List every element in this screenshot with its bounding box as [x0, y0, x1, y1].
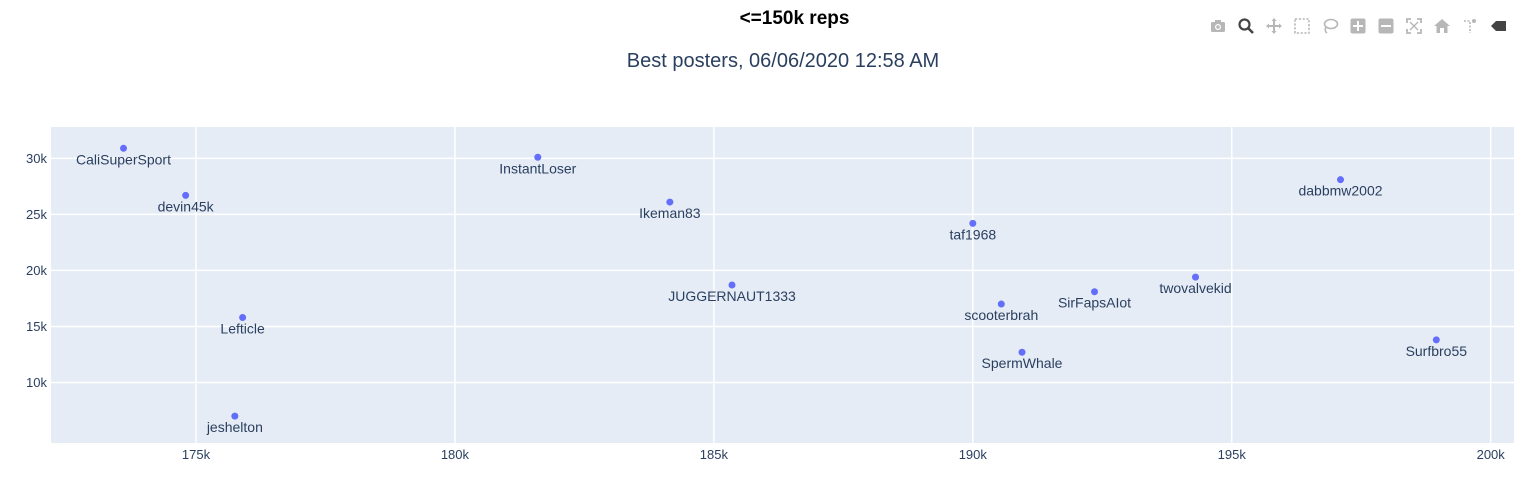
- chart-title: Best posters, 06/06/2020 12:58 AM: [627, 50, 939, 72]
- pan-button[interactable]: [1262, 14, 1286, 38]
- point-label: SpermWhale: [982, 355, 1063, 371]
- data-point: [1337, 176, 1345, 184]
- point-label: scooterbrah: [964, 307, 1038, 323]
- data-point: [239, 313, 247, 321]
- autoscale-icon: [1406, 18, 1422, 34]
- camera-icon: [1211, 20, 1225, 32]
- data-point: [1091, 288, 1099, 296]
- x-tick-label: 190k: [959, 447, 988, 462]
- lasso-select-button[interactable]: [1318, 14, 1342, 38]
- x-tick-label: 175k: [182, 447, 211, 462]
- point-label: SirFapsAIot: [1058, 295, 1131, 311]
- spike-lines-icon: [1464, 19, 1476, 33]
- point-label: CaliSuperSport: [76, 151, 171, 167]
- point-label: jeshelton: [206, 419, 263, 435]
- chart-heading: <=150k reps: [739, 8, 850, 29]
- point-label: taf1968: [949, 226, 996, 242]
- data-point: [534, 153, 542, 161]
- chart-modebar: [1206, 14, 1514, 38]
- reset-axes-button[interactable]: [1430, 14, 1454, 38]
- zoom-in-button[interactable]: [1346, 14, 1370, 38]
- y-tick-label: 25k: [26, 207, 47, 222]
- point-label: twovalvekid: [1159, 280, 1231, 296]
- data-point: [728, 281, 736, 289]
- point-label: InstantLoser: [499, 160, 576, 176]
- x-tick-label: 180k: [441, 447, 470, 462]
- spike-lines-button[interactable]: [1458, 14, 1482, 38]
- y-tick-label: 20k: [26, 263, 47, 278]
- reset-axes-icon: [1434, 19, 1450, 33]
- x-tick-label: 200k: [1477, 447, 1506, 462]
- x-tick-label: 185k: [700, 447, 729, 462]
- point-label: Surfbro55: [1406, 343, 1468, 359]
- plot-area: [51, 127, 1514, 443]
- zoom-icon: [1238, 18, 1254, 34]
- data-point: [120, 144, 128, 152]
- zoom-in-icon: [1350, 18, 1366, 34]
- hover-closest-icon: [1491, 21, 1506, 31]
- data-point: [1018, 348, 1026, 356]
- zoom-out-button[interactable]: [1374, 14, 1398, 38]
- y-tick-label: 10k: [26, 375, 47, 390]
- autoscale-button[interactable]: [1402, 14, 1426, 38]
- pan-icon: [1266, 18, 1282, 34]
- camera-button[interactable]: [1206, 14, 1230, 38]
- box-select-button[interactable]: [1290, 14, 1314, 38]
- point-label: Lefticle: [220, 320, 265, 336]
- data-point: [1192, 273, 1200, 281]
- zoom-button[interactable]: [1234, 14, 1258, 38]
- point-label: dabbmw2002: [1298, 183, 1382, 199]
- data-point: [182, 191, 190, 199]
- box-select-icon: [1294, 18, 1310, 34]
- lasso-select-icon: [1323, 18, 1339, 34]
- y-tick-label: 15k: [26, 319, 47, 334]
- data-point: [1432, 336, 1440, 344]
- data-point: [997, 300, 1005, 308]
- y-tick-label: 30k: [26, 151, 47, 166]
- zoom-out-icon: [1378, 18, 1394, 34]
- data-point: [231, 412, 239, 420]
- point-label: Ikeman83: [639, 205, 701, 221]
- data-point: [666, 198, 674, 206]
- hover-closest-button[interactable]: [1486, 14, 1510, 38]
- point-label: JUGGERNAUT1333: [668, 288, 796, 304]
- x-tick-label: 195k: [1218, 447, 1247, 462]
- data-point: [969, 219, 977, 227]
- point-label: devin45k: [158, 198, 215, 214]
